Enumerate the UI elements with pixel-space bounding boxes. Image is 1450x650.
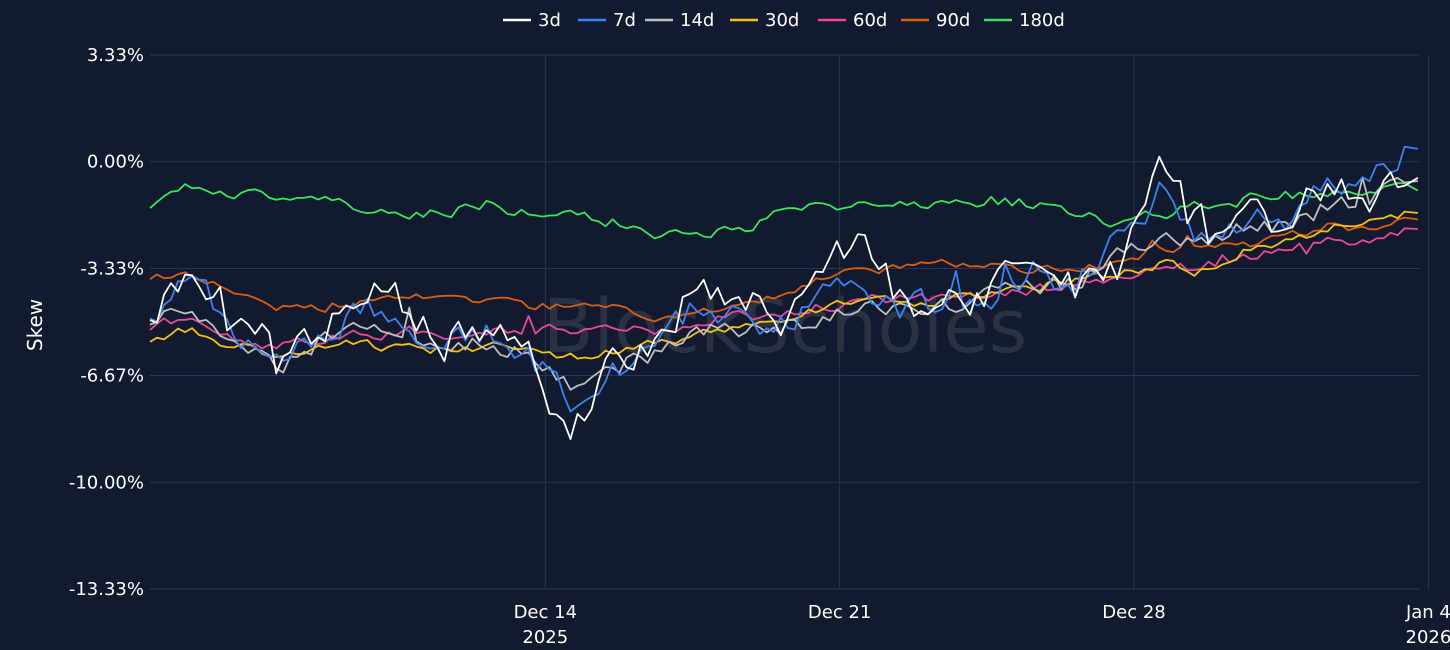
y-tick-label: -10.00% [69,472,144,493]
series-lines [149,145,1419,440]
legend-label: 7d [613,10,636,31]
y-axis: 3.33% 0.00% -3.33% -6.67% -10.00% -13.33% [69,45,144,600]
x-tick-label: Dec 21 [808,602,871,623]
legend-item-30d[interactable]: 30d [730,10,799,31]
legend-item-7d[interactable]: 7d [578,10,636,31]
legend-label: 30d [765,10,799,31]
y-tick-label: 0.00% [87,152,144,173]
legend-item-90d[interactable]: 90d [901,10,970,31]
legend-item-14d[interactable]: 14d [645,10,714,31]
legend-item-60d[interactable]: 60d [818,10,887,31]
series-line-90d [149,216,1419,323]
y-tick-label: -6.67% [80,366,144,387]
legend-label: 180d [1019,10,1065,31]
legend-label: 90d [936,10,970,31]
y-tick-label: 3.33% [87,45,144,66]
y-tick-label: -3.33% [80,258,144,279]
legend-label: 14d [680,10,714,31]
legend-item-3d[interactable]: 3d [503,10,561,31]
grid [150,54,1429,590]
legend-label: 60d [853,10,887,31]
x-tick-label: Jan 4 [1405,602,1450,623]
series-line-3d [149,155,1419,440]
legend-item-180d[interactable]: 180d [984,10,1065,31]
legend-label: 3d [538,10,561,31]
y-axis-title: Skew [23,299,47,351]
legend[interactable]: 3d 7d 14d 30d 60d 90d 180d [503,10,1065,31]
x-axis: Dec 14 2025 Dec 21 Dec 28 Jan 4 2026 [514,602,1450,648]
x-tick-label: Dec 14 [514,602,577,623]
y-tick-label: -13.33% [69,579,144,600]
x-tick-year-label: 2025 [522,627,568,648]
series-line-7d [149,145,1419,413]
x-tick-label: Dec 28 [1102,602,1165,623]
series-line-30d [149,210,1418,360]
x-tick-year-label: 2026 [1406,627,1450,648]
